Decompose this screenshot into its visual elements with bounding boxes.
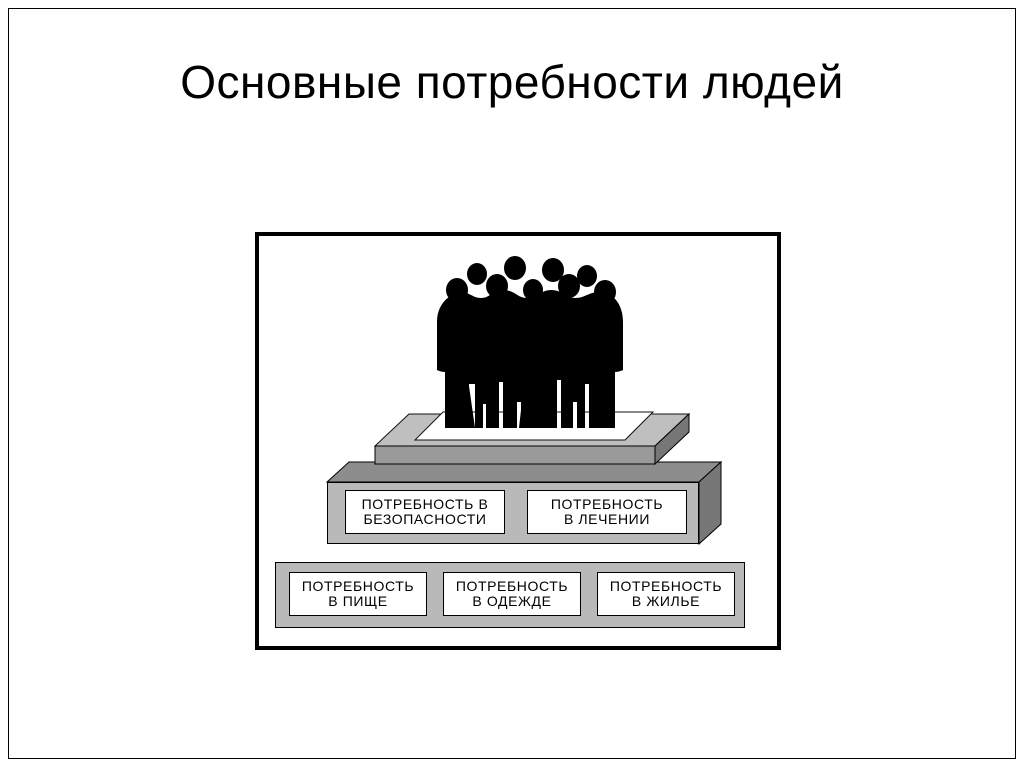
people-group-icon [419, 252, 639, 430]
slab-front [375, 446, 655, 464]
needs-diagram: ПОТРЕБНОСТЬВ ПИЩЕ ПОТРЕБНОСТЬВ ОДЕЖДЕ ПО… [255, 232, 781, 650]
slide-title: Основные потребности людей [0, 55, 1024, 109]
